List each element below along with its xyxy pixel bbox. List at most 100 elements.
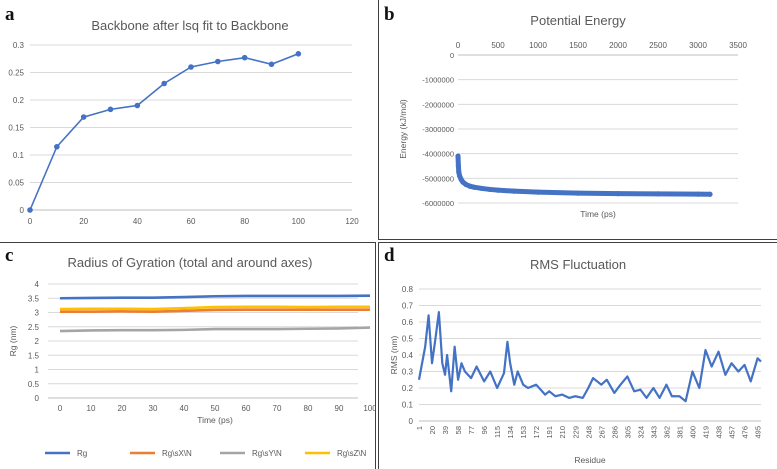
data-point xyxy=(161,80,167,87)
data-point xyxy=(188,64,194,70)
x-axis-label: Time (ps) xyxy=(197,415,233,425)
x-tick-label: 400 xyxy=(688,426,697,439)
y-tick-label: 0.2 xyxy=(13,96,25,105)
x-tick-label: 3500 xyxy=(729,41,747,50)
panel-letter-d: d xyxy=(384,245,395,266)
panel-letter-c: c xyxy=(5,245,14,266)
x-tick-label: 60 xyxy=(187,217,196,226)
y-tick-label: 1.5 xyxy=(28,351,40,360)
x-tick-label: 248 xyxy=(584,426,593,439)
y-axis-label: RMS (nm) xyxy=(389,335,399,374)
y-axis-label: Energy (kJ/mol) xyxy=(398,99,408,159)
y-tick-label: 0.3 xyxy=(402,368,414,377)
y-tick-label: 2 xyxy=(35,337,40,346)
y-tick-label: 0.05 xyxy=(8,179,24,188)
series-line-3 xyxy=(59,305,370,311)
x-tick-label: 10 xyxy=(87,404,96,413)
x-tick-label: 1 xyxy=(415,426,424,430)
panel-d: d RMS Fluctuation 0 0.1 0.2 0.3 0.4 0.5 0.6 0.7 0… xyxy=(378,242,777,469)
chart-a-title: Backbone after lsq fit to Backbone xyxy=(91,18,288,33)
data-point xyxy=(107,106,114,113)
data-point xyxy=(511,188,517,194)
x-tick-label: 115 xyxy=(493,426,502,438)
y-tick-label: 0.4 xyxy=(402,351,414,360)
data-point xyxy=(463,181,469,188)
x-tick-label: 476 xyxy=(741,426,750,439)
chart-d-title: RMS Fluctuation xyxy=(530,257,626,272)
y-tick-label: 0.1 xyxy=(402,401,414,410)
data-point xyxy=(535,189,541,195)
data-point xyxy=(615,191,621,197)
series-trace xyxy=(455,153,713,197)
chart-d-svg: RMS Fluctuation 0 0.1 0.2 0.3 0.4 0.5 0.6 0.7 0.8… xyxy=(389,257,763,465)
data-point xyxy=(695,191,701,197)
data-point xyxy=(707,191,713,197)
x-tick-label: 0 xyxy=(28,217,33,226)
x-tick-label: 120 xyxy=(345,217,359,226)
y-tick-label: 3.5 xyxy=(28,294,40,303)
x-tick-label: 3000 xyxy=(689,41,707,50)
y-tick-label: 0.2 xyxy=(402,384,414,393)
x-tick-label: 80 xyxy=(240,217,249,226)
x-tick-label: 495 xyxy=(754,426,763,439)
y-tick-label: 0.6 xyxy=(402,318,414,327)
x-tick-label: 305 xyxy=(623,426,632,439)
x-tick-label: 70 xyxy=(273,404,282,413)
data-point xyxy=(80,114,87,120)
x-tick-label: 20 xyxy=(79,217,88,226)
x-tick-label: 100 xyxy=(363,404,375,413)
y-axis-label: Rg (nm) xyxy=(8,325,18,356)
y-tick-label: 0 xyxy=(20,206,25,215)
y-tick-label: -3000000 xyxy=(422,125,454,134)
x-tick-label: 362 xyxy=(662,426,671,439)
x-tick-label: 96 xyxy=(480,426,489,434)
x-tick-label: 100 xyxy=(292,217,306,226)
panel-c: c Radius of Gyration (total and around a… xyxy=(0,242,376,469)
legend-label: Rg\sX\N xyxy=(162,449,192,458)
x-tick-label: 20 xyxy=(428,426,437,434)
panel-letter-a: a xyxy=(5,4,15,25)
x-tick-label: 500 xyxy=(491,41,505,50)
x-tick-label: 381 xyxy=(675,426,684,439)
x-tick-label: 419 xyxy=(701,426,710,439)
x-tick-label: 30 xyxy=(149,404,158,413)
y-tick-label: 0.1 xyxy=(13,151,25,160)
y-tick-label: 0 xyxy=(409,417,414,426)
x-tick-label: 1000 xyxy=(529,41,547,50)
x-tick-label: 1500 xyxy=(569,41,587,50)
series-line xyxy=(29,53,299,211)
y-tick-label: 0.5 xyxy=(28,380,40,389)
y-tick-label: 0.3 xyxy=(13,41,25,50)
x-tick-label: 134 xyxy=(506,426,515,439)
x-axis-label: Residue xyxy=(574,455,605,465)
x-tick-label: 229 xyxy=(571,426,580,439)
x-tick-label: 286 xyxy=(610,426,619,439)
panel-a: a Backbone after lsq fit to Backbone 0 0.0… xyxy=(0,0,375,239)
y-tick-label: 3 xyxy=(35,309,40,318)
series-line-2 xyxy=(59,326,371,333)
x-tick-label: 153 xyxy=(519,426,528,439)
chart-a-svg: Backbone after lsq fit to Backbone 0 0.05 0… xyxy=(8,18,359,226)
y-tick-label: 1 xyxy=(35,366,40,375)
y-tick-label: -2000000 xyxy=(422,100,454,109)
x-tick-label: 60 xyxy=(242,404,251,413)
x-tick-label: 80 xyxy=(304,404,313,413)
x-tick-label: 90 xyxy=(335,404,344,413)
data-point xyxy=(455,153,461,159)
x-axis-label: Time (ps) xyxy=(580,209,616,219)
x-tick-label: 0 xyxy=(58,404,63,413)
series-line-0 xyxy=(59,294,371,300)
data-point xyxy=(471,184,477,190)
data-point xyxy=(215,58,221,65)
y-tick-label: 0.5 xyxy=(402,335,414,344)
data-point xyxy=(479,185,485,192)
series-line-1 xyxy=(60,308,370,313)
x-tick-label: 172 xyxy=(532,426,541,439)
legend-label: Rg\sZ\N xyxy=(337,449,367,458)
x-tick-label: 0 xyxy=(456,41,461,50)
legend-label: Rg\sY\N xyxy=(252,449,282,458)
y-tick-label: 0 xyxy=(35,394,40,403)
data-point xyxy=(495,187,501,193)
chart-c-title: Radius of Gyration (total and around axe… xyxy=(68,255,313,270)
y-tick-label: -6000000 xyxy=(422,199,454,208)
